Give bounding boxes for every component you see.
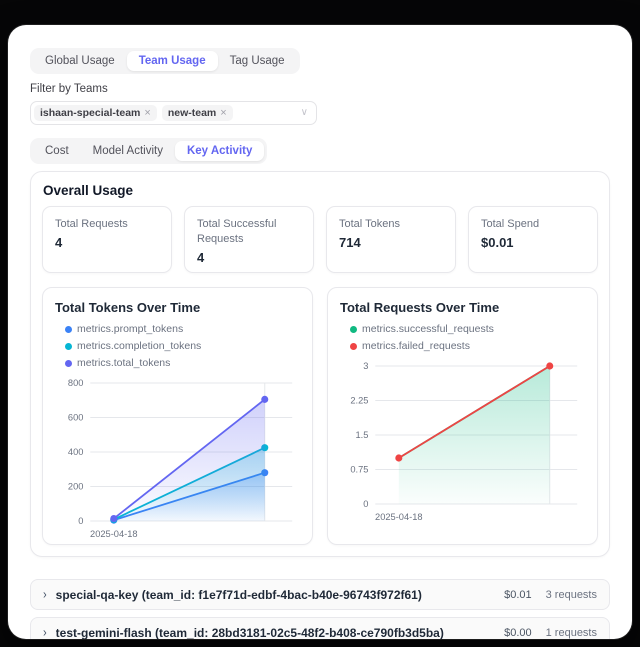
charts-grid: Total Tokens Over Time metrics.prompt_to… [42, 287, 598, 545]
svg-text:0: 0 [363, 498, 368, 509]
metric-label: Total Requests [55, 218, 128, 230]
chart-legend: metrics.prompt_tokens metrics.completion_… [55, 323, 302, 369]
svg-text:0.75: 0.75 [350, 463, 368, 474]
metric-label: Total Successful Requests [197, 218, 277, 245]
team-filter-chips: ishaan-special-team × new-team × [34, 105, 296, 121]
key-activity-rows: › special-qa-key (team_id: f1e7f71d-edbf-… [30, 579, 610, 639]
legend-label: metrics.successful_requests [362, 323, 494, 335]
tab-model-activity[interactable]: Model Activity [81, 141, 175, 161]
requests-line-chart: 0 0.75 1.5 2.25 3 2025-04-18 [350, 360, 578, 522]
svg-text:800: 800 [68, 377, 84, 388]
key-row[interactable]: › test-gemini-flash (team_id: 28bd3181-02… [30, 617, 610, 639]
overall-usage-section: Overall Usage Total Requests 4 Total Succe… [30, 171, 610, 557]
activity-tabs: Cost Model Activity Key Activity [30, 138, 268, 164]
metric-label: Total Tokens [339, 218, 400, 230]
remove-chip-icon[interactable]: × [220, 107, 227, 119]
tokens-chart-card: Total Tokens Over Time metrics.prompt_to… [42, 287, 313, 545]
metric-value: 714 [339, 234, 361, 250]
svg-text:200: 200 [68, 480, 84, 491]
key-row[interactable]: › special-qa-key (team_id: f1e7f71d-edbf-… [30, 579, 610, 610]
tab-team-usage[interactable]: Team Usage [126, 51, 218, 71]
legend-item: metrics.prompt_tokens [65, 323, 183, 335]
metric-card: Total Spend $0.01 [468, 206, 598, 273]
metrics-grid: Total Requests 4 Total Successful Requests… [42, 206, 598, 273]
key-row-spend: $0.01 [504, 588, 532, 601]
legend-item: metrics.completion_tokens [65, 340, 201, 352]
dashboard-card: Global Usage Team Usage Tag Usage Filter b… [8, 25, 632, 639]
legend-dot [350, 325, 357, 333]
legend-dot [65, 325, 72, 333]
legend-dot [65, 342, 72, 350]
tab-key-activity[interactable]: Key Activity [174, 141, 265, 161]
tab-tag-usage[interactable]: Tag Usage [218, 51, 297, 71]
svg-text:600: 600 [68, 411, 84, 422]
team-filter-select[interactable]: ishaan-special-team × new-team × ∨ [30, 101, 317, 125]
key-row-spend: $0.00 [504, 626, 532, 639]
team-chip-new-team[interactable]: new-team × [161, 105, 233, 121]
legend-item: metrics.failed_requests [350, 340, 587, 352]
section-title: Overall Usage [43, 183, 134, 198]
legend-label: metrics.prompt_tokens [77, 323, 184, 335]
metric-value: $0.01 [481, 234, 514, 250]
key-row-title: special-qa-key (team_id: f1e7f71d-edbf-4… [55, 587, 422, 602]
expand-chevron-icon: › [43, 625, 47, 639]
metric-label: Total Spend [481, 218, 540, 230]
key-row-requests: 3 requests [545, 588, 597, 601]
legend-dot [350, 342, 357, 350]
team-chip-label: new-team [167, 107, 217, 119]
chart-legend: metrics.successful_requests metrics.faile… [340, 323, 587, 352]
svg-text:2.25: 2.25 [350, 394, 368, 405]
key-row-title: test-gemini-flash (team_id: 28bd3181-02c… [55, 625, 444, 640]
legend-item: metrics.total_tokens [65, 357, 170, 369]
expand-chevron-icon: › [43, 587, 47, 602]
usage-scope-tabs: Global Usage Team Usage Tag Usage [30, 48, 300, 74]
remove-chip-icon[interactable]: × [144, 107, 151, 119]
metric-card: Total Successful Requests 4 [184, 206, 314, 273]
team-chip-label: ishaan-special-team [40, 107, 141, 119]
metric-value: 4 [55, 234, 63, 250]
metric-card: Total Tokens 714 [326, 206, 456, 273]
svg-text:0: 0 [78, 515, 83, 526]
legend-item: metrics.successful_requests [350, 323, 587, 335]
filter-by-teams-label: Filter by Teams [30, 83, 108, 95]
legend-label: metrics.total_tokens [77, 357, 171, 369]
svg-text:2025-04-18: 2025-04-18 [375, 511, 423, 522]
svg-text:1.5: 1.5 [355, 429, 368, 440]
svg-text:3: 3 [363, 360, 368, 371]
chevron-down-icon[interactable]: ∨ [300, 107, 308, 118]
requests-chart-card: Total Requests Over Time metrics.success… [327, 287, 598, 545]
legend-dot [65, 359, 72, 367]
chart-title: Total Tokens Over Time [55, 300, 201, 315]
tab-cost[interactable]: Cost [33, 141, 81, 161]
tab-global-usage[interactable]: Global Usage [33, 51, 127, 71]
metric-card: Total Requests 4 [42, 206, 172, 273]
tokens-line-chart: 0 200 400 600 800 2025-04-18 [68, 377, 293, 539]
key-row-requests: 1 requests [545, 626, 597, 639]
svg-text:400: 400 [68, 446, 84, 457]
legend-label: metrics.failed_requests [362, 340, 470, 352]
legend-label: metrics.completion_tokens [77, 340, 202, 352]
chart-title: Total Requests Over Time [340, 300, 500, 315]
svg-text:2025-04-18: 2025-04-18 [90, 528, 138, 539]
team-chip-ishaan-special-team[interactable]: ishaan-special-team × [34, 105, 157, 121]
metric-value: 4 [197, 249, 205, 265]
